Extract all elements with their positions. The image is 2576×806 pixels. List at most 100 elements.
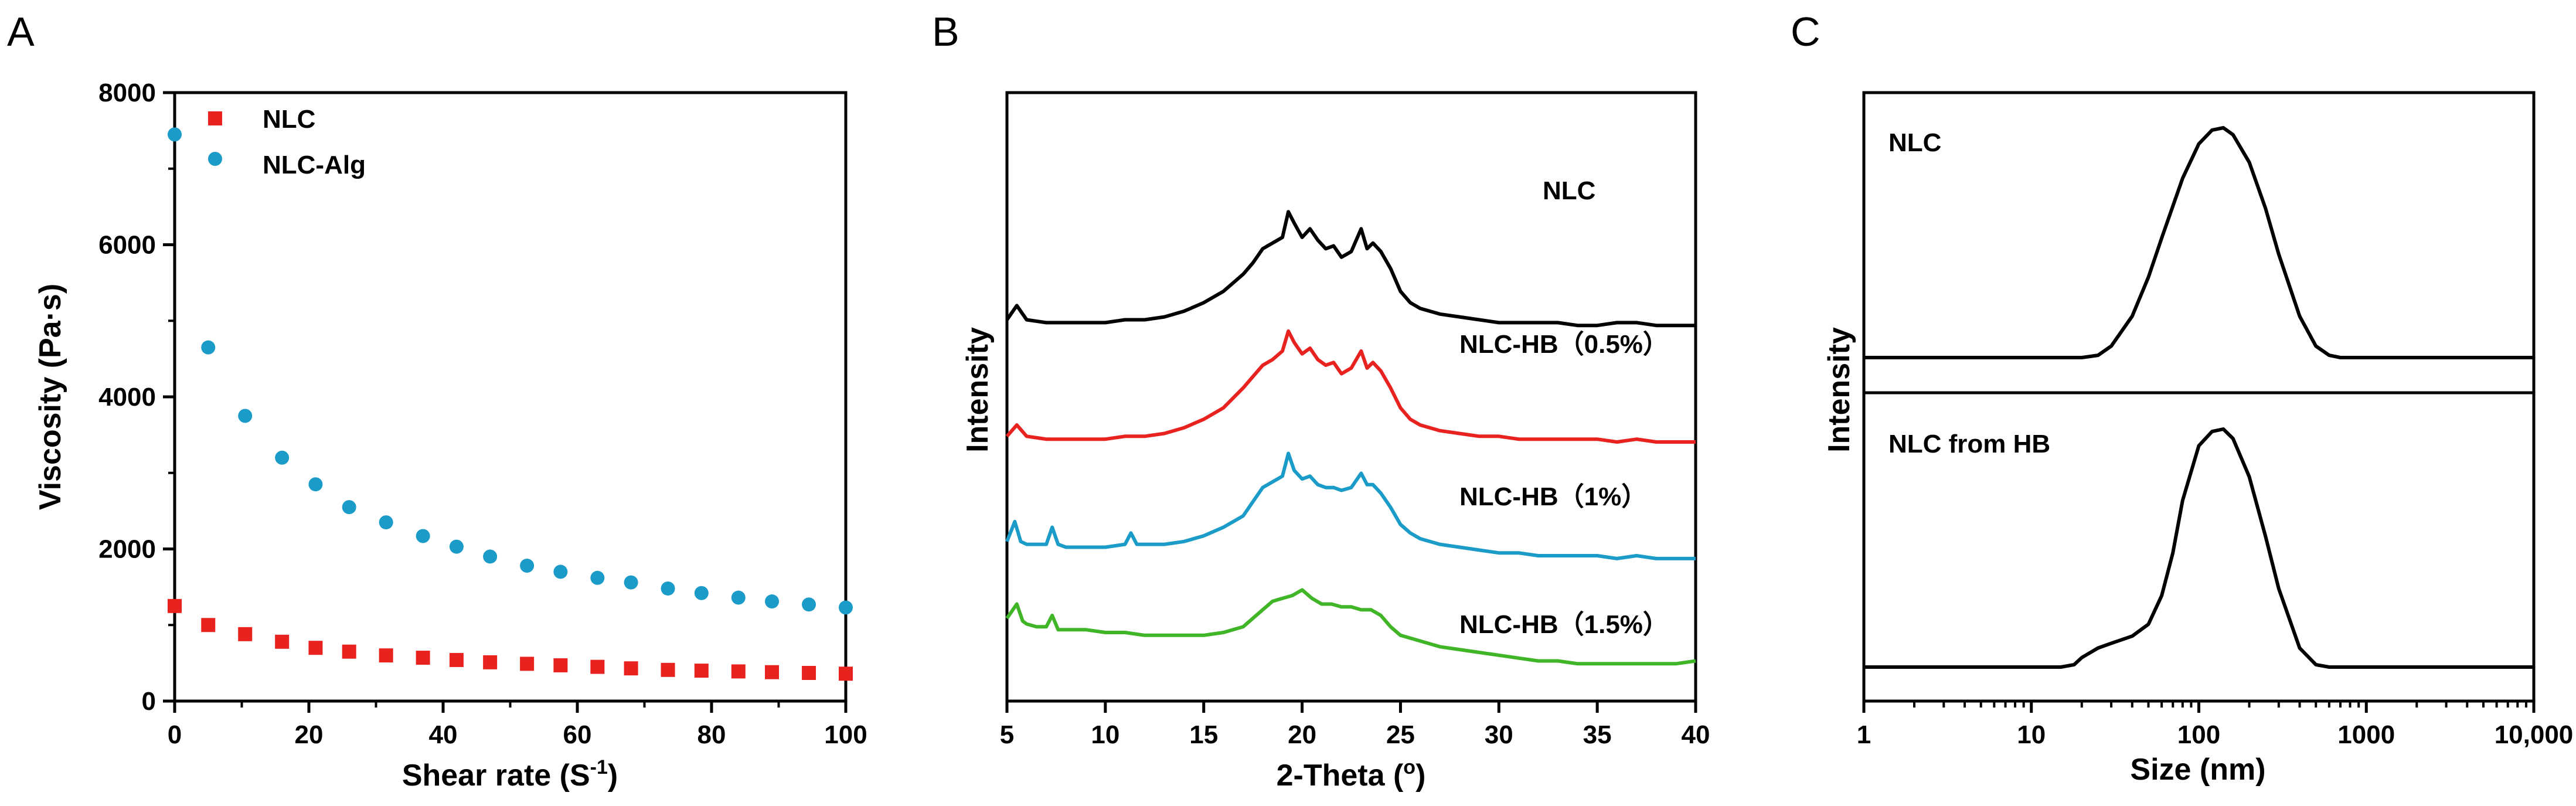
panel-a-viscosity-chart: 0 20 40 60 80 100 0 2000 4000 6000 8000 NLC NLC-Al… [33, 79, 867, 793]
panel-b-x-tick-label: 40 [1682, 720, 1710, 749]
data-point-nlc-alg [765, 594, 780, 609]
subplot-label-nlc: NLC [1888, 128, 1941, 157]
panel-b-ticks: 5 10 15 20 25 30 35 40 [1000, 701, 1710, 749]
series-label-nlc-hb-1: NLC-HB（1%） [1459, 482, 1647, 511]
series-line-nlc [1005, 210, 1696, 328]
data-point-nlc [731, 664, 746, 679]
panel-b-x-axis-title: 2-Theta (o) [1277, 756, 1426, 793]
legend-label-nlc: NLC [263, 105, 315, 134]
panel-b-x-tick-label: 5 [1000, 720, 1014, 749]
data-point-nlc [590, 659, 605, 674]
data-point-nlc-alg [379, 515, 393, 530]
series-line-nlc-hb-1 [1005, 451, 1696, 560]
panel-a-y-tick-label: 2000 [98, 535, 156, 564]
panel-b-x-tick-label: 30 [1485, 720, 1513, 749]
subplot-label-nlc-from-hb: NLC from HB [1888, 430, 2050, 458]
panel-letter-c: C [1791, 9, 1820, 55]
data-point-nlc [416, 651, 430, 665]
panel-b-x-tick-label: 35 [1583, 720, 1612, 749]
series-label-nlc: NLC [1543, 176, 1595, 205]
series-label-nlc-hb-1-5: NLC-HB（1.5%） [1459, 610, 1669, 639]
data-point-nlc [379, 648, 393, 663]
panel-c-x-tick-label: 10 [2017, 720, 2046, 749]
data-point-nlc-alg [201, 340, 216, 355]
series-line-nlc-hb-0-5 [1005, 329, 1696, 444]
data-point-nlc-alg [342, 500, 356, 515]
panel-b-x-tick-label: 15 [1189, 720, 1218, 749]
panel-a-legend: NLC NLC-Alg [208, 105, 366, 179]
data-point-nlc-alg [694, 586, 709, 600]
distribution-line-nlc-from-hb [1864, 427, 2534, 669]
panel-a-x-tick-label: 20 [295, 720, 324, 749]
data-point-nlc-alg [449, 539, 464, 554]
data-point-nlc-alg [590, 570, 605, 585]
panel-c-top-frame [1862, 91, 2536, 395]
panel-c-size-distribution-chart: 1 10 100 1000 10,000 NLC NLC from HB Size (n… [1822, 91, 2574, 787]
data-point-nlc [520, 657, 535, 671]
panel-b-frame [1005, 91, 1697, 703]
panel-a-x-tick-label: 100 [824, 720, 867, 749]
data-point-nlc [275, 634, 290, 649]
series-label-nlc-hb-0-5: NLC-HB（0.5%） [1459, 330, 1669, 359]
panel-b-x-tick-label: 10 [1091, 720, 1119, 749]
data-point-nlc [168, 598, 182, 613]
panel-a-x-tick-label: 80 [697, 720, 726, 749]
data-point-nlc [201, 618, 216, 632]
panel-b-series-lines [1005, 210, 1696, 666]
panel-c-x-tick-label: 10,000 [2495, 720, 2574, 749]
panel-c-x-axis-title: Size (nm) [2130, 753, 2265, 787]
data-point-nlc [802, 665, 816, 680]
panel-a-x-tick-label: 40 [429, 720, 458, 749]
panel-a-y-axis-title: Viscosity (Pa·s) [33, 284, 67, 510]
panel-a-y-tick-label: 4000 [98, 383, 156, 411]
panel-b-xlabel-sup: o [1403, 756, 1415, 778]
legend-marker-nlc-alg [208, 152, 222, 166]
panel-b-xrd-chart: 5 10 15 20 25 30 35 40 NLC NLC-HB（0.5%） NLC-HB（… [961, 91, 1710, 793]
panel-b-y-axis-title: Intensity [961, 327, 995, 453]
panel-a-xlabel-end: ) [608, 759, 618, 793]
data-point-nlc [449, 652, 464, 667]
data-point-nlc-alg [731, 590, 746, 605]
data-point-nlc [553, 658, 568, 673]
legend-marker-nlc [208, 111, 222, 125]
data-point-nlc-alg [624, 575, 638, 590]
panel-a-y-tick-label: 6000 [98, 231, 156, 260]
data-point-nlc [308, 641, 323, 655]
panel-c-x-tick-label: 1 [1857, 720, 1871, 749]
legend-label-nlc-alg: NLC-Alg [263, 151, 366, 179]
panel-c-x-tick-label: 1000 [2337, 720, 2395, 749]
data-point-nlc-alg [238, 409, 253, 423]
data-point-nlc-alg [802, 597, 816, 612]
data-point-nlc [624, 661, 638, 676]
data-point-nlc-alg [553, 564, 568, 579]
data-point-nlc-alg [520, 559, 535, 573]
data-point-nlc [342, 644, 356, 659]
panel-a-frame [173, 91, 848, 703]
panel-c-ticks: 1 10 100 1000 10,000 [1857, 701, 2574, 749]
panel-a-y-tick-label: 8000 [98, 79, 156, 107]
panel-a-data-points [168, 127, 853, 681]
data-point-nlc-alg [416, 529, 430, 543]
data-point-nlc [839, 666, 853, 681]
series-line-nlc-hb-1-5 [1005, 588, 1696, 666]
panel-c-y-axis-title: Intensity [1822, 327, 1856, 453]
distribution-line-nlc [1864, 126, 2534, 359]
data-point-nlc-alg [168, 127, 182, 142]
data-point-nlc [694, 664, 709, 678]
data-point-nlc-alg [483, 549, 498, 564]
panel-a-x-tick-label: 0 [168, 720, 182, 749]
panel-a-xlabel-sup: -1 [590, 756, 608, 778]
panel-b-x-tick-label: 20 [1288, 720, 1316, 749]
data-point-nlc [765, 665, 780, 679]
data-point-nlc [483, 655, 498, 669]
panel-a-x-axis-title: Shear rate (S-1) [402, 756, 618, 793]
data-point-nlc-alg [839, 600, 853, 615]
data-point-nlc [661, 662, 675, 677]
panel-a-x-tick-label: 60 [563, 720, 592, 749]
data-point-nlc [238, 627, 253, 641]
panel-b-x-tick-label: 25 [1386, 720, 1415, 749]
panel-a-xlabel-main: Shear rate (S [402, 759, 590, 793]
panel-b-xlabel-end: ) [1415, 759, 1425, 793]
panel-b-xlabel-main: 2-Theta ( [1277, 759, 1404, 793]
